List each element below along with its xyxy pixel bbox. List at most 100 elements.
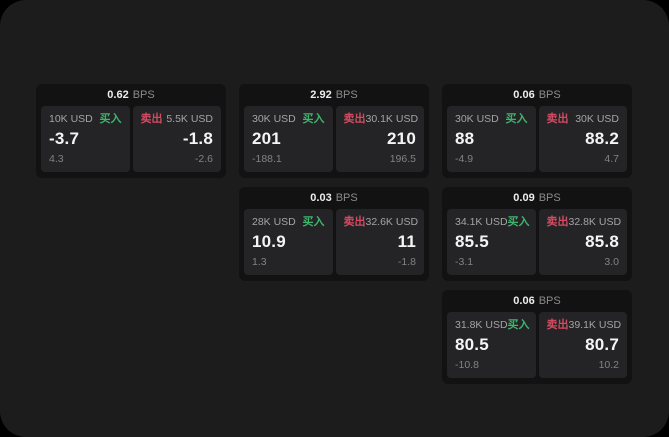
- sell-sub-value: 3.0: [604, 256, 619, 268]
- quote-card-4: 0.03 BPS 28K USD 买入 10.9 1.3 卖出 32.6K US…: [239, 187, 429, 281]
- buy-side-label: 买入: [507, 319, 530, 331]
- bps-value: 0.06: [513, 295, 535, 307]
- sell-side-label: 卖出: [343, 113, 366, 125]
- panel-row: 10K USD 买入 -3.7 4.3 卖出 5.5K USD -1.8 -2.…: [41, 106, 221, 172]
- panel-top: 30K USD 买入: [252, 113, 325, 126]
- quote-card-2: 2.92 BPS 30K USD 买入 201 -188.1 卖出 30.1K …: [239, 84, 429, 178]
- buy-side-label: 买入: [505, 113, 528, 125]
- panel-top: 卖出 30.1K USD: [343, 113, 419, 126]
- sell-sub-value: 196.5: [389, 153, 416, 165]
- sell-size-label: 32.6K USD: [365, 216, 419, 228]
- card-header: 2.92 BPS: [244, 84, 424, 106]
- buy-size-label: 34.1K USD: [455, 216, 508, 228]
- buy-side-label: 买入: [507, 216, 530, 228]
- sell-panel[interactable]: 卖出 30.1K USD 210 196.5: [335, 106, 424, 172]
- sell-price-value: 85.8: [585, 232, 619, 251]
- panel-top: 30K USD 买入: [455, 113, 528, 126]
- buy-size-label: 10K USD: [49, 113, 93, 125]
- buy-panel[interactable]: 30K USD 买入 201 -188.1: [244, 106, 333, 172]
- panel-row: 30K USD 买入 201 -188.1 卖出 30.1K USD 210 1…: [244, 106, 424, 172]
- sell-price-value: 88.2: [585, 129, 619, 148]
- panel-top: 31.8K USD 买入: [455, 319, 530, 332]
- panel-top: 卖出 32.8K USD: [546, 216, 622, 229]
- sell-panel[interactable]: 卖出 5.5K USD -1.8 -2.6: [132, 106, 221, 172]
- sell-panel[interactable]: 卖出 39.1K USD 80.7 10.2: [538, 312, 627, 378]
- buy-side-label: 买入: [99, 113, 122, 125]
- buy-sub-value: -4.9: [455, 153, 474, 165]
- sell-sub-value: 4.7: [604, 153, 619, 165]
- sell-price-value: 80.7: [585, 335, 619, 354]
- sell-size-label: 30.1K USD: [365, 113, 419, 125]
- buy-sub-value: 4.3: [49, 153, 64, 165]
- buy-sub-value: -188.1: [252, 153, 282, 165]
- sell-price-value: 210: [387, 129, 416, 148]
- buy-size-label: 28K USD: [252, 216, 296, 228]
- bps-value: 2.92: [310, 89, 332, 101]
- buy-price-value: 201: [252, 129, 281, 148]
- buy-panel[interactable]: 28K USD 买入 10.9 1.3: [244, 209, 333, 275]
- bps-value: 0.03: [310, 192, 332, 204]
- buy-side-label: 买入: [302, 216, 325, 228]
- buy-size-label: 30K USD: [455, 113, 499, 125]
- buy-panel[interactable]: 10K USD 买入 -3.7 4.3: [41, 106, 130, 172]
- sell-panel[interactable]: 卖出 30K USD 88.2 4.7: [538, 106, 627, 172]
- sell-sub-value: 10.2: [598, 359, 619, 371]
- sell-size-label: 32.8K USD: [568, 216, 622, 228]
- bps-unit-label: BPS: [335, 89, 358, 101]
- bps-unit-label: BPS: [335, 192, 358, 204]
- bps-unit-label: BPS: [538, 89, 561, 101]
- panel-row: 34.1K USD 买入 85.5 -3.1 卖出 32.8K USD 85.8…: [447, 209, 627, 275]
- quote-card-grid: 0.62 BPS 10K USD 买入 -3.7 4.3 卖出 5.5K USD: [36, 84, 632, 384]
- panel-top: 卖出 30K USD: [547, 113, 620, 126]
- bps-unit-label: BPS: [538, 295, 561, 307]
- quote-card-1: 0.62 BPS 10K USD 买入 -3.7 4.3 卖出 5.5K USD: [36, 84, 226, 178]
- panel-top: 卖出 5.5K USD: [141, 113, 214, 126]
- buy-side-label: 买入: [302, 113, 325, 125]
- buy-price-value: 88: [455, 129, 475, 148]
- sell-size-label: 5.5K USD: [166, 113, 213, 125]
- panel-top: 28K USD 买入: [252, 216, 325, 229]
- sell-side-label: 卖出: [140, 113, 163, 125]
- card-header: 0.03 BPS: [244, 187, 424, 209]
- card-header: 0.06 BPS: [447, 84, 627, 106]
- buy-sub-value: -3.1: [455, 256, 474, 268]
- buy-size-label: 30K USD: [252, 113, 296, 125]
- quote-card-6: 0.06 BPS 31.8K USD 买入 80.5 -10.8 卖出 39.1…: [442, 290, 632, 384]
- sell-panel[interactable]: 卖出 32.8K USD 85.8 3.0: [538, 209, 627, 275]
- panel-row: 31.8K USD 买入 80.5 -10.8 卖出 39.1K USD 80.…: [447, 312, 627, 378]
- buy-size-label: 31.8K USD: [455, 319, 508, 331]
- card-header: 0.62 BPS: [41, 84, 221, 106]
- sell-price-value: 11: [397, 232, 416, 251]
- buy-price-value: 85.5: [455, 232, 489, 251]
- panel-top: 卖出 39.1K USD: [546, 319, 622, 332]
- panel-row: 30K USD 买入 88 -4.9 卖出 30K USD 88.2 4.7: [447, 106, 627, 172]
- sell-side-label: 卖出: [546, 319, 569, 331]
- buy-price-value: 80.5: [455, 335, 489, 354]
- panel-top: 10K USD 买入: [49, 113, 122, 126]
- sell-side-label: 卖出: [546, 216, 569, 228]
- sell-size-label: 39.1K USD: [568, 319, 622, 331]
- buy-panel[interactable]: 34.1K USD 买入 85.5 -3.1: [447, 209, 536, 275]
- card-header: 0.06 BPS: [447, 290, 627, 312]
- buy-price-value: -3.7: [49, 129, 80, 148]
- sell-price-value: -1.8: [182, 129, 213, 148]
- bps-value: 0.62: [107, 89, 129, 101]
- quote-card-5: 0.09 BPS 34.1K USD 买入 85.5 -3.1 卖出 32.8K…: [442, 187, 632, 281]
- buy-panel[interactable]: 31.8K USD 买入 80.5 -10.8: [447, 312, 536, 378]
- bps-unit-label: BPS: [132, 89, 155, 101]
- bps-value: 0.06: [513, 89, 535, 101]
- buy-sub-value: 1.3: [252, 256, 267, 268]
- buy-panel[interactable]: 30K USD 买入 88 -4.9: [447, 106, 536, 172]
- sell-size-label: 30K USD: [575, 113, 619, 125]
- card-header: 0.09 BPS: [447, 187, 627, 209]
- sell-panel[interactable]: 卖出 32.6K USD 11 -1.8: [335, 209, 424, 275]
- buy-sub-value: -10.8: [455, 359, 479, 371]
- panel-top: 34.1K USD 买入: [455, 216, 530, 229]
- sell-side-label: 卖出: [546, 113, 569, 125]
- sell-side-label: 卖出: [343, 216, 366, 228]
- panel-top: 卖出 32.6K USD: [343, 216, 419, 229]
- bps-unit-label: BPS: [538, 192, 561, 204]
- sell-sub-value: -2.6: [194, 153, 213, 165]
- quote-card-3: 0.06 BPS 30K USD 买入 88 -4.9 卖出 30K USD: [442, 84, 632, 178]
